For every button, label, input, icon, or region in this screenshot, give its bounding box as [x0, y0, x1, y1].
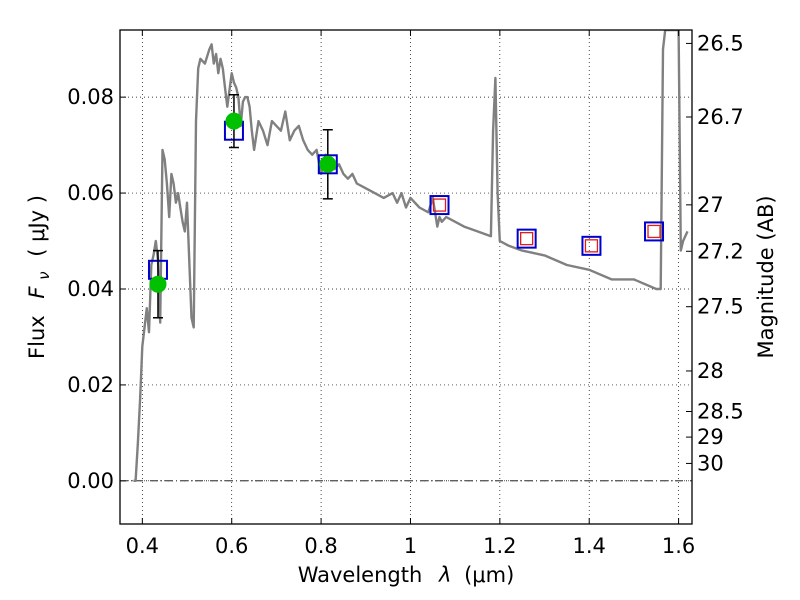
x-axis-label-text: Wavelength [298, 563, 423, 587]
observed-flux-point [319, 155, 337, 173]
model-photometry-square [581, 235, 602, 256]
x-tick-label: 1.2 [483, 534, 516, 558]
x-tick-label: 1 [404, 534, 417, 558]
x-axis-label-symbol: λ [438, 563, 451, 587]
y-tick-label: 0.06 [67, 181, 114, 205]
model-photometry-square [644, 221, 665, 242]
y-axis-label: Flux F ν ( μJy ) [25, 195, 54, 359]
axis-ticks: 0.4 0.6 0.8 1 1.2 1.4 1.6 0.00 0.02 0.04 0.06 0.08 2… [67, 30, 744, 558]
fit-photometry-square [584, 239, 599, 253]
magnitude-axis-label: Magnitude (AB) [754, 195, 778, 358]
x-tick-label: 0.8 [304, 534, 337, 558]
observed-flux-point [225, 112, 243, 130]
x-tick-label: 0.4 [126, 534, 159, 558]
model-spectrum-line [133, 30, 689, 482]
x-axis-label: Wavelength λ (μm) [298, 563, 515, 587]
y-axis-label-symbol: F [25, 286, 49, 299]
fit-photometry-square [647, 224, 661, 239]
y-tick-label: 0.00 [67, 469, 114, 493]
model-photometry-square [429, 195, 450, 216]
x-tick-label: 0.6 [215, 534, 248, 558]
y-axis-label-subscript: ν [35, 271, 53, 279]
model-spectrum-layer [133, 30, 689, 482]
fit-photometry-square [520, 231, 534, 246]
y-axis-label-unit: ( μJy ) [25, 195, 49, 257]
plot-frame [119, 29, 693, 525]
magnitude-tick-label: 27 [697, 193, 724, 217]
y-tick-label: 0.04 [67, 277, 114, 301]
x-tick-label: 1.6 [662, 534, 695, 558]
x-tick-label: 1.4 [573, 534, 606, 558]
magnitude-tick-label: 30 [697, 451, 724, 475]
magnitude-tick-label: 28 [697, 359, 724, 383]
magnitude-tick-label: 28.5 [697, 400, 744, 424]
magnitude-tick-label: 27.2 [697, 239, 744, 263]
fit-photometry-square [432, 198, 447, 212]
y-axis-label-text: Flux [25, 315, 49, 359]
magnitude-tick-label: 26.5 [697, 31, 744, 55]
model-photometry-square [516, 228, 537, 249]
y-tick-label: 0.08 [67, 85, 114, 109]
magnitude-tick-label: 26.7 [697, 105, 744, 129]
photometry-points-layer [147, 93, 665, 319]
x-axis-label-unit: (μm) [464, 563, 514, 587]
magnitude-tick-label: 27.5 [697, 295, 744, 319]
magnitude-tick-label: 29 [697, 425, 724, 449]
y-tick-label: 0.02 [67, 373, 114, 397]
observed-flux-point [149, 275, 167, 293]
